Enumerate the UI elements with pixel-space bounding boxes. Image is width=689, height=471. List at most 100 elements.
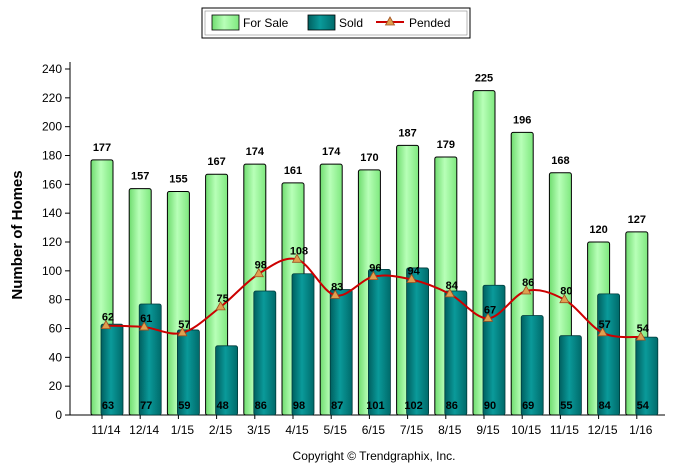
bar-sold-label: 48 (216, 400, 228, 412)
pended-label: 80 (560, 286, 572, 298)
bar-sold-label: 59 (178, 400, 190, 412)
x-tick-label: 11/15 (550, 423, 579, 437)
x-tick-label: 11/14 (91, 423, 120, 437)
bar-for-sale-label: 225 (475, 73, 493, 85)
bar-sold (597, 293, 620, 416)
y-tick-label: 120 (42, 235, 62, 249)
pended-marker (635, 331, 646, 341)
y-axis-title: Number of Homes (9, 170, 26, 299)
y-tick-label: 200 (42, 120, 62, 134)
bar-sold (367, 268, 391, 416)
pended-marker (559, 293, 570, 304)
legend: For Sale Sold Pended (201, 7, 471, 39)
bar-sold (406, 267, 430, 416)
pended-marker (215, 301, 226, 311)
bar-for-sale-label: 167 (207, 156, 225, 168)
bar-sold (253, 290, 277, 416)
pended-marker (100, 319, 112, 330)
bar-sold-label: 63 (102, 400, 114, 412)
pended-marker (482, 312, 494, 322)
bar-sold-label: 90 (484, 400, 496, 412)
y-tick-label: 60 (49, 322, 63, 336)
pended-label: 98 (255, 260, 267, 272)
bar-sold-label: 86 (255, 400, 267, 412)
bar-for-sale-label: 174 (322, 146, 341, 158)
x-tick-label: 12/15 (588, 423, 618, 437)
bars-sold (100, 267, 659, 416)
bar-for-sale-label: 170 (360, 152, 378, 164)
pended-marker (177, 327, 188, 337)
y-tick-label: 100 (42, 264, 62, 278)
pended-label: 54 (637, 323, 650, 335)
bar-sold (215, 345, 239, 416)
pended-label: 57 (178, 319, 190, 331)
bar-sold-label: 69 (522, 400, 534, 412)
x-tick-label: 8/15 (438, 423, 462, 437)
y-tick-label: 160 (42, 177, 62, 191)
y-tick-label: 140 (42, 206, 62, 220)
x-tick-label: 7/15 (400, 423, 424, 437)
bar-sold (100, 323, 124, 416)
pended-label: 57 (598, 319, 610, 331)
copyright: Copyright © Trendgraphix, Inc. (293, 449, 456, 463)
line-pended (100, 253, 646, 341)
bar-for-sale-label: 177 (93, 142, 111, 154)
bar-sold-label: 87 (331, 400, 343, 412)
bar-sold-label: 84 (598, 400, 611, 412)
pended-marker (368, 270, 379, 280)
x-tick-label: 3/15 (247, 423, 271, 437)
y-tick-label: 20 (49, 379, 63, 393)
legend-label-sold: Sold (339, 16, 363, 30)
y-tick-label: 220 (42, 91, 62, 105)
x-tick-label: 5/15 (324, 423, 348, 437)
bar-sold (291, 273, 315, 416)
y-tick-label: 180 (42, 149, 62, 163)
bar-for-sale-label: 174 (246, 146, 265, 158)
y-tick-label: 0 (55, 408, 62, 422)
bar-sold (138, 303, 162, 416)
bar-for-sale-label: 196 (513, 114, 531, 126)
bar-sold (520, 315, 544, 416)
pended-label: 62 (102, 312, 114, 324)
bar-sold (329, 289, 353, 416)
pended-marker (330, 289, 341, 299)
bar-sold (635, 336, 659, 416)
pended-marker (406, 273, 417, 283)
data-labels: 177 157 155 167 174 161 174 170 187 179 225 196 168 1… (93, 73, 650, 412)
pended-marker (291, 253, 303, 263)
legend-box (201, 7, 471, 39)
y-tick-label: 40 (49, 350, 63, 364)
pended-marker (521, 285, 532, 295)
bar-for-sale-label: 168 (551, 155, 569, 167)
bar-for-sale-label: 120 (589, 224, 607, 236)
bar-for-sale-label: 127 (628, 214, 646, 226)
pended-label: 108 (290, 245, 308, 257)
bar-for-sale-label: 161 (284, 165, 302, 177)
pended-marker (597, 327, 608, 337)
x-tick-label: 2/15 (209, 423, 233, 437)
bar-sold-label: 101 (366, 400, 384, 412)
x-tick-label: 6/15 (362, 423, 386, 437)
x-axis: 11/14 12/14 1/15 2/15 3/15 4/15 5/15 6/15 7/15 8/… (70, 414, 665, 437)
pended-marker (139, 321, 150, 331)
x-tick-label: 9/15 (476, 423, 500, 437)
x-tick-label: 1/16 (629, 423, 653, 437)
legend-label-for-sale: For Sale (243, 16, 289, 30)
bar-sold (444, 290, 468, 416)
y-tick-label: 80 (49, 293, 63, 307)
bar-sold (559, 335, 582, 416)
bar-for-sale-label: 179 (437, 139, 455, 151)
bar-sold-label: 77 (140, 400, 152, 412)
legend-marker-pended (384, 16, 396, 26)
pended-label: 61 (140, 313, 152, 325)
pended-label: 67 (484, 304, 496, 316)
pended-label: 86 (522, 277, 534, 289)
pended-label: 75 (216, 293, 228, 305)
pended-label: 94 (407, 265, 420, 277)
legend-swatch-for-sale (211, 14, 240, 31)
y-axis: 0 20 40 60 80 100 120 140 160 180 200 220 240 (42, 62, 71, 422)
x-tick-label: 10/15 (511, 423, 541, 437)
bar-sold-label: 55 (560, 400, 572, 412)
bar-sold-label: 102 (404, 400, 422, 412)
